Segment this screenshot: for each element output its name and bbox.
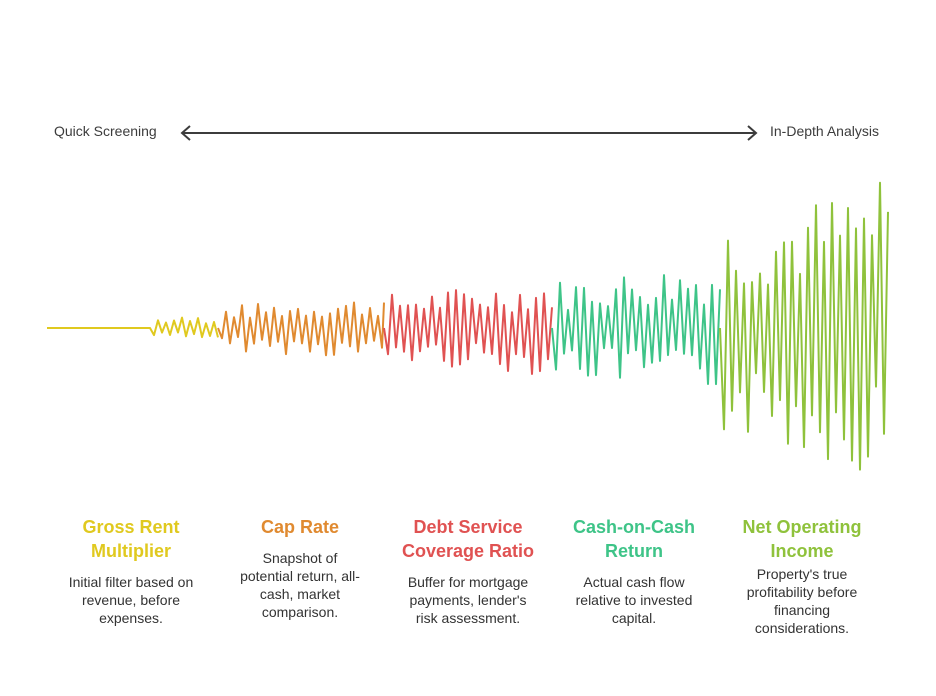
stage-title-line: Income bbox=[770, 541, 834, 561]
stage-title-line: Cash-on-Cash bbox=[572, 517, 695, 537]
stage-title-line: Coverage Ratio bbox=[401, 541, 535, 561]
stage-description: Snapshot of potential return, all-cash, … bbox=[240, 550, 360, 620]
arrow-left-head-icon bbox=[180, 125, 191, 141]
stage-title: Cap Rate bbox=[216, 515, 384, 539]
stage-net-operating-income: Net Operating Income Property's true pro… bbox=[718, 515, 886, 637]
in-depth-analysis-label: In-Depth Analysis bbox=[770, 123, 879, 139]
arrow-right-head-icon bbox=[747, 125, 758, 141]
stage-cap-rate: Cap Rate Snapshot of potential return, a… bbox=[216, 515, 384, 621]
stage-title-line: Cap Rate bbox=[260, 517, 340, 537]
waveform-segment-noi bbox=[719, 181, 889, 471]
stage-title-line: Debt Service bbox=[413, 517, 523, 537]
stage-cash-on-cash-return: Cash-on-Cash Return Actual cash flow rel… bbox=[550, 515, 718, 627]
stage-description: Property's true profitability before fin… bbox=[746, 566, 858, 636]
waveform-segment-cash-on-cash bbox=[551, 274, 721, 386]
stage-title: Net Operating Income bbox=[718, 515, 886, 563]
stage-title: Cash-on-Cash Return bbox=[550, 515, 718, 563]
quick-screening-label: Quick Screening bbox=[54, 123, 157, 139]
stage-gross-rent-multiplier: Gross Rent Multiplier Initial filter bas… bbox=[47, 515, 215, 627]
stage-title-line: Gross Rent bbox=[82, 517, 180, 537]
stage-title: Gross Rent Multiplier bbox=[47, 515, 215, 563]
waveform-segment-dscr bbox=[383, 289, 553, 375]
stage-description: Actual cash flow relative to invested ca… bbox=[575, 574, 693, 626]
stage-title-line: Multiplier bbox=[91, 541, 171, 561]
stage-description: Buffer for mortgage payments, lender's r… bbox=[407, 574, 529, 626]
stage-title: Debt Service Coverage Ratio bbox=[384, 515, 552, 563]
stage-description: Initial filter based on revenue, before … bbox=[68, 574, 194, 626]
stage-title-line: Return bbox=[605, 541, 663, 561]
stage-title-line: Net Operating bbox=[742, 517, 862, 537]
waveform-segment-cap-rate bbox=[217, 301, 385, 357]
stage-debt-service-coverage-ratio: Debt Service Coverage Ratio Buffer for m… bbox=[384, 515, 552, 627]
waveform-segment-gross-rent bbox=[47, 316, 219, 339]
